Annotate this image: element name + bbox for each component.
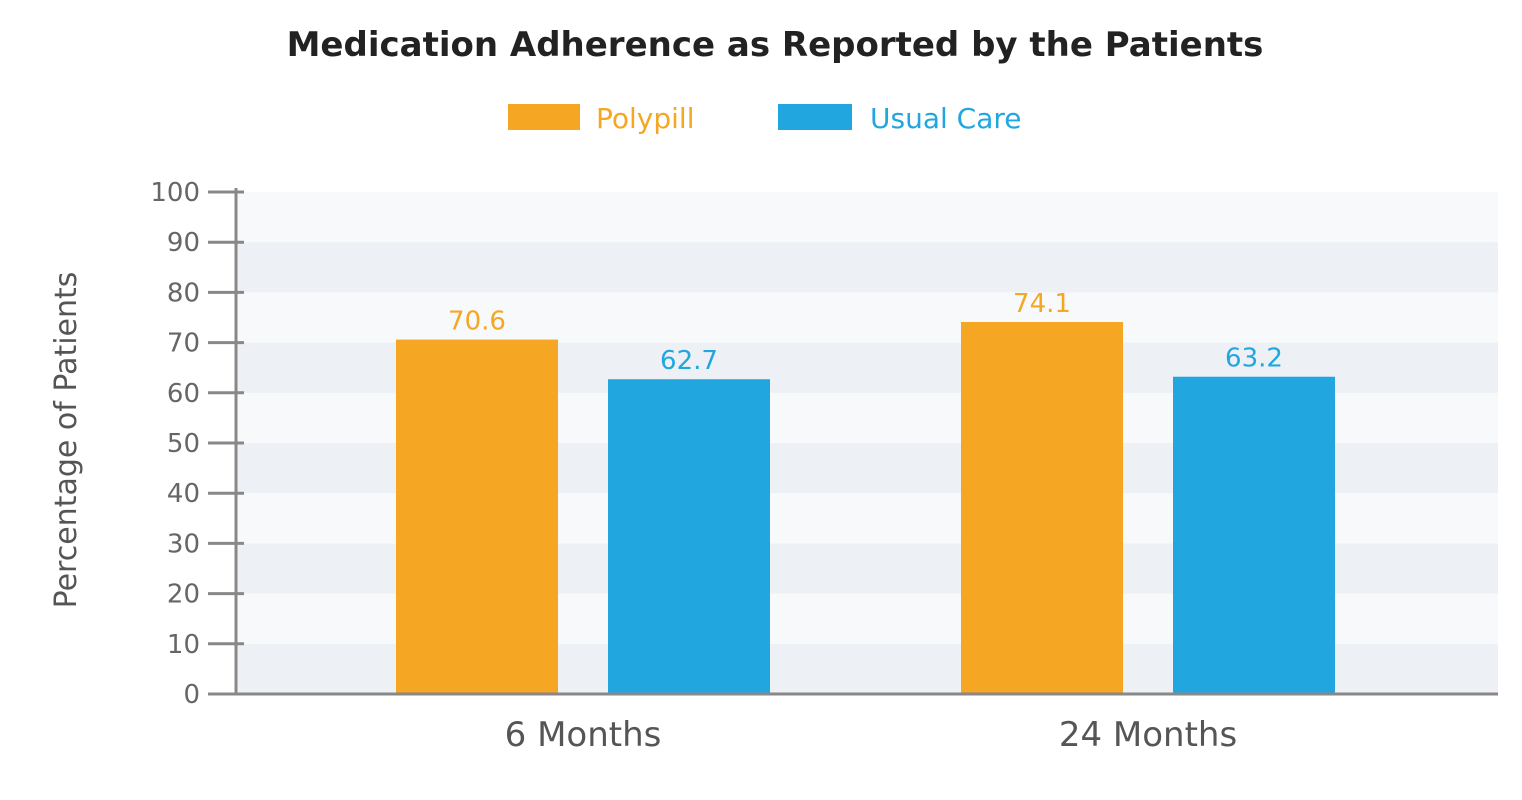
y-axis: 0 10 20 30 40 50 60 70 80 90 100 <box>150 178 244 710</box>
bar-polypill-0 <box>396 339 558 694</box>
y-tick-label: 0 <box>183 680 200 710</box>
y-tick-label: 50 <box>167 429 200 459</box>
x-category-label: 24 Months <box>1059 715 1237 755</box>
value-label: 70.6 <box>448 307 506 337</box>
bar-usual-care-0 <box>608 379 770 694</box>
y-tick-label: 10 <box>167 630 200 660</box>
y-tick-label: 40 <box>167 479 200 509</box>
y-tick-label: 70 <box>167 329 200 359</box>
legend: Polypill Usual Care <box>508 102 1022 135</box>
grid-band <box>236 292 1498 343</box>
x-category-label: 6 Months <box>505 715 662 755</box>
bar-polypill-1 <box>961 322 1123 694</box>
value-label: 63.2 <box>1225 344 1283 374</box>
chart-title: Medication Adherence as Reported by the … <box>287 25 1264 65</box>
legend-label-polypill: Polypill <box>596 102 694 135</box>
x-axis: 6 Months 24 Months <box>208 692 1498 755</box>
value-label: 62.7 <box>660 346 718 376</box>
legend-swatch-polypill <box>508 104 580 130</box>
y-tick-label: 100 <box>150 178 200 208</box>
bar-usual-care-1 <box>1173 376 1335 694</box>
y-axis-title: Percentage of Patients <box>49 272 84 609</box>
y-tick-label: 30 <box>167 529 200 559</box>
legend-label-usual-care: Usual Care <box>870 102 1022 135</box>
value-labels: 70.6 62.7 74.1 63.2 <box>448 289 1283 376</box>
bars <box>396 322 1335 694</box>
value-label: 74.1 <box>1013 289 1071 319</box>
grid-band <box>236 192 1498 243</box>
legend-swatch-usual-care <box>778 104 852 130</box>
y-tick-label: 80 <box>167 278 200 308</box>
y-tick-label: 60 <box>167 379 200 409</box>
y-tick-label: 20 <box>167 580 200 610</box>
y-tick-label: 90 <box>167 228 200 258</box>
grid-band <box>236 242 1498 293</box>
